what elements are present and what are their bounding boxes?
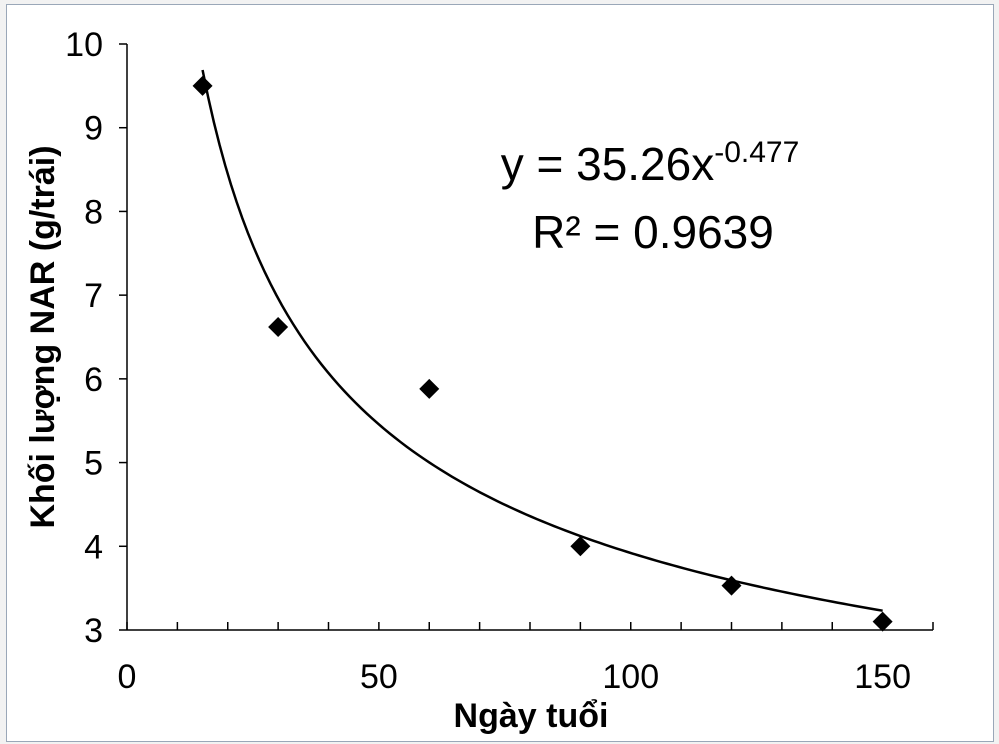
data-point <box>721 575 742 596</box>
data-point <box>192 75 213 96</box>
ticks <box>119 43 934 631</box>
data-point <box>570 536 591 557</box>
y-tick-label: 7 <box>84 277 103 315</box>
data-point <box>268 316 289 337</box>
y-tick-label: 8 <box>84 193 103 231</box>
chart-frame <box>6 4 994 742</box>
data-points <box>192 75 893 632</box>
trendline-equation: y = 35.26x-0.477 <box>501 136 800 190</box>
x-tick-label: 150 <box>854 658 911 696</box>
axes <box>126 44 933 631</box>
data-point <box>419 378 440 399</box>
y-tick-label: 4 <box>84 528 103 566</box>
y-axis-title: Khối lượng NAR (g/trái) <box>24 145 62 528</box>
power-trendline <box>201 69 883 612</box>
data-point <box>872 611 893 632</box>
x-tick-label: 100 <box>602 658 659 696</box>
y-tick-label: 5 <box>84 445 103 483</box>
y-tick-label: 10 <box>65 26 103 64</box>
y-tick-label: 3 <box>84 612 103 650</box>
x-tick-label: 0 <box>118 658 137 696</box>
x-axis-title: Ngày tuổi <box>454 697 609 735</box>
r-squared-label: R² = 0.9639 <box>532 206 774 258</box>
y-tick-label: 6 <box>84 361 103 399</box>
y-tick-label: 9 <box>84 110 103 148</box>
trendline-exponent: -0.477 <box>714 136 799 169</box>
x-tick-label: 50 <box>360 658 398 696</box>
